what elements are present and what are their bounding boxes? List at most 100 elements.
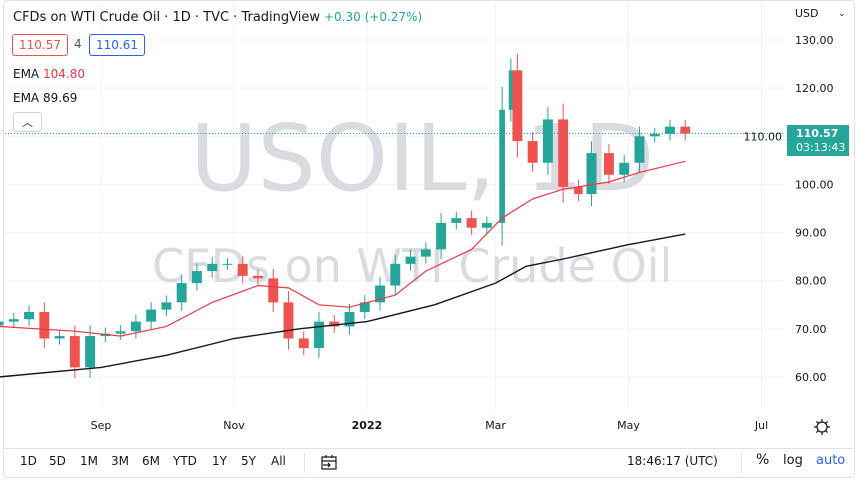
symbol-title: CFDs on WTI Crude Oil · 1D · TVC · Tradi… (13, 10, 320, 25)
buy-price[interactable]: 110.61 (89, 34, 145, 56)
currency-label[interactable]: USD (795, 7, 819, 20)
settings-gear-icon[interactable] (814, 419, 830, 435)
range-6m[interactable]: 6M (142, 454, 160, 468)
candle-body (680, 126, 691, 134)
candle-body (268, 278, 279, 303)
candle-body (146, 309, 157, 322)
candle-body (405, 256, 416, 264)
candle-body (314, 321, 324, 349)
candle-body (649, 133, 660, 137)
candle-body (298, 338, 309, 349)
candle-body (39, 311, 50, 339)
candle-body (375, 285, 385, 303)
x-tick-label: May (617, 419, 640, 432)
ema-slow-line (0, 233, 686, 378)
y-tick-label: 70.00 (795, 323, 827, 336)
range-5y[interactable]: 5Y (241, 454, 256, 468)
candle-body (619, 162, 630, 175)
y-tick-label: 120.00 (795, 82, 834, 95)
candle-body (207, 263, 218, 272)
candle-body (191, 271, 202, 284)
range-ytd[interactable]: YTD (173, 454, 197, 468)
candle-body (574, 186, 583, 195)
candle-body (176, 283, 187, 303)
y-tick-label: 130.00 (795, 34, 834, 47)
ema-fast-line (0, 160, 686, 337)
ema-label: EMA (13, 67, 40, 81)
candle-body (130, 321, 141, 332)
clock[interactable]: 18:46:17 (UTC) (627, 454, 718, 468)
candle-body (253, 275, 263, 279)
candle-body (586, 153, 597, 195)
ema-label: EMA (13, 91, 40, 105)
bar-countdown: 03:13:43 (796, 141, 846, 154)
log-scale-toggle[interactable]: log (783, 453, 803, 468)
chart-frame (3, 0, 855, 478)
candle-body (69, 336, 80, 368)
candle-body (420, 249, 431, 257)
candle-body (222, 263, 233, 265)
percent-scale-toggle[interactable]: % (756, 452, 770, 468)
watermark-symbol: USOIL, 1D (190, 105, 654, 212)
price-chart[interactable]: USOIL, 1D CFDs on WTI Crude Oil 60.00 70.… (0, 0, 857, 448)
sell-price[interactable]: 110.57 (12, 34, 68, 56)
candle-body (115, 331, 126, 334)
candle-body (481, 222, 492, 228)
candle-body (634, 136, 645, 163)
candle-body (329, 321, 340, 327)
y-tick-label: 80.00 (795, 275, 827, 288)
watermark-description: CFDs on WTI Crude Oil (152, 239, 672, 293)
candle-body (451, 218, 462, 223)
y-tick-label: 90.00 (795, 227, 827, 240)
ema-fast-legend[interactable]: EMA 104.80 (13, 67, 85, 81)
candle-body (283, 302, 294, 339)
candle-body (0, 321, 4, 326)
x-tick-label: Mar (485, 419, 506, 432)
range-all[interactable]: All (271, 454, 286, 468)
candle-body (54, 336, 65, 339)
candle-body (508, 70, 513, 110)
candle-body (8, 319, 19, 322)
candle-body (436, 222, 447, 250)
y-tick-label: 110.00 (744, 130, 783, 143)
candle-body (390, 263, 401, 286)
go-to-date-icon[interactable] (320, 454, 338, 472)
candle-body (344, 311, 355, 327)
x-tick-label: Sep (91, 419, 112, 432)
last-price: 110.57 (796, 127, 839, 140)
range-1m[interactable]: 1M (80, 454, 98, 468)
candle-body (24, 311, 35, 320)
candle-body (603, 153, 614, 175)
candle-body (512, 70, 523, 142)
last-price-label: 110.57 03:13:43 (787, 125, 849, 156)
spread: 4 (74, 37, 82, 51)
candle-body (359, 302, 370, 312)
candle-body (558, 119, 569, 187)
candle-body (466, 218, 477, 228)
candle-body (499, 109, 505, 223)
price-change: +0.30 (+0.27%) (324, 10, 423, 24)
x-tick-label: 2022 (352, 419, 383, 432)
x-tick-label: Jul (754, 419, 768, 432)
chevron-up-icon: ︿ (22, 116, 33, 129)
candle-body (527, 141, 538, 163)
range-1y[interactable]: 1Y (212, 454, 227, 468)
candle-body (85, 336, 96, 368)
candle-body (237, 263, 248, 276)
ema-value: 104.80 (42, 67, 85, 81)
candle-body (161, 302, 172, 310)
y-tick-label: 60.00 (795, 371, 827, 384)
bottom-toolbar: 1D 5D 1M 3M 6M YTD 1Y 5Y All 18:46:17 (UTC) % lo… (0, 448, 857, 478)
currency-chevron-icon[interactable]: ⌄ (838, 9, 846, 19)
range-1d[interactable]: 1D (20, 454, 37, 468)
x-tick-label: Nov (223, 419, 245, 432)
range-3m[interactable]: 3M (111, 454, 129, 468)
candle-body (665, 126, 675, 134)
ema-value: 89.69 (42, 91, 78, 105)
ema-slow-legend[interactable]: EMA 89.69 (13, 91, 77, 105)
candle-body (542, 119, 553, 163)
collapse-legend-button[interactable]: ︿ (13, 112, 42, 132)
y-tick-label: 100.00 (795, 178, 834, 191)
range-5d[interactable]: 5D (49, 454, 66, 468)
auto-scale-toggle[interactable]: auto (816, 453, 846, 468)
